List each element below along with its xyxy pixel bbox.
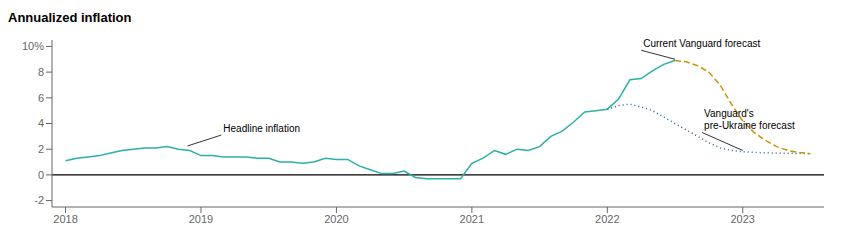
svg-text:Vanguard'spre-Ukraine forecast: Vanguard'spre-Ukraine forecast bbox=[704, 108, 795, 131]
svg-text:2021: 2021 bbox=[460, 213, 484, 225]
svg-text:2022: 2022 bbox=[595, 213, 619, 225]
svg-text:2: 2 bbox=[38, 143, 44, 155]
svg-text:2019: 2019 bbox=[189, 213, 213, 225]
svg-text:6: 6 bbox=[38, 92, 44, 104]
svg-text:0: 0 bbox=[38, 169, 44, 181]
svg-text:Headline inflation: Headline inflation bbox=[223, 123, 300, 134]
svg-text:10%: 10% bbox=[22, 40, 44, 52]
svg-text:2018: 2018 bbox=[53, 213, 77, 225]
svg-text:2020: 2020 bbox=[324, 213, 348, 225]
svg-text:-2: -2 bbox=[34, 194, 44, 206]
svg-text:8: 8 bbox=[38, 66, 44, 78]
svg-text:4: 4 bbox=[38, 117, 44, 129]
svg-text:2023: 2023 bbox=[730, 213, 754, 225]
html-text:Annualized inflation: Annualized inflation bbox=[8, 10, 132, 25]
svg-text:Current Vanguard forecast: Current Vanguard forecast bbox=[643, 38, 760, 49]
